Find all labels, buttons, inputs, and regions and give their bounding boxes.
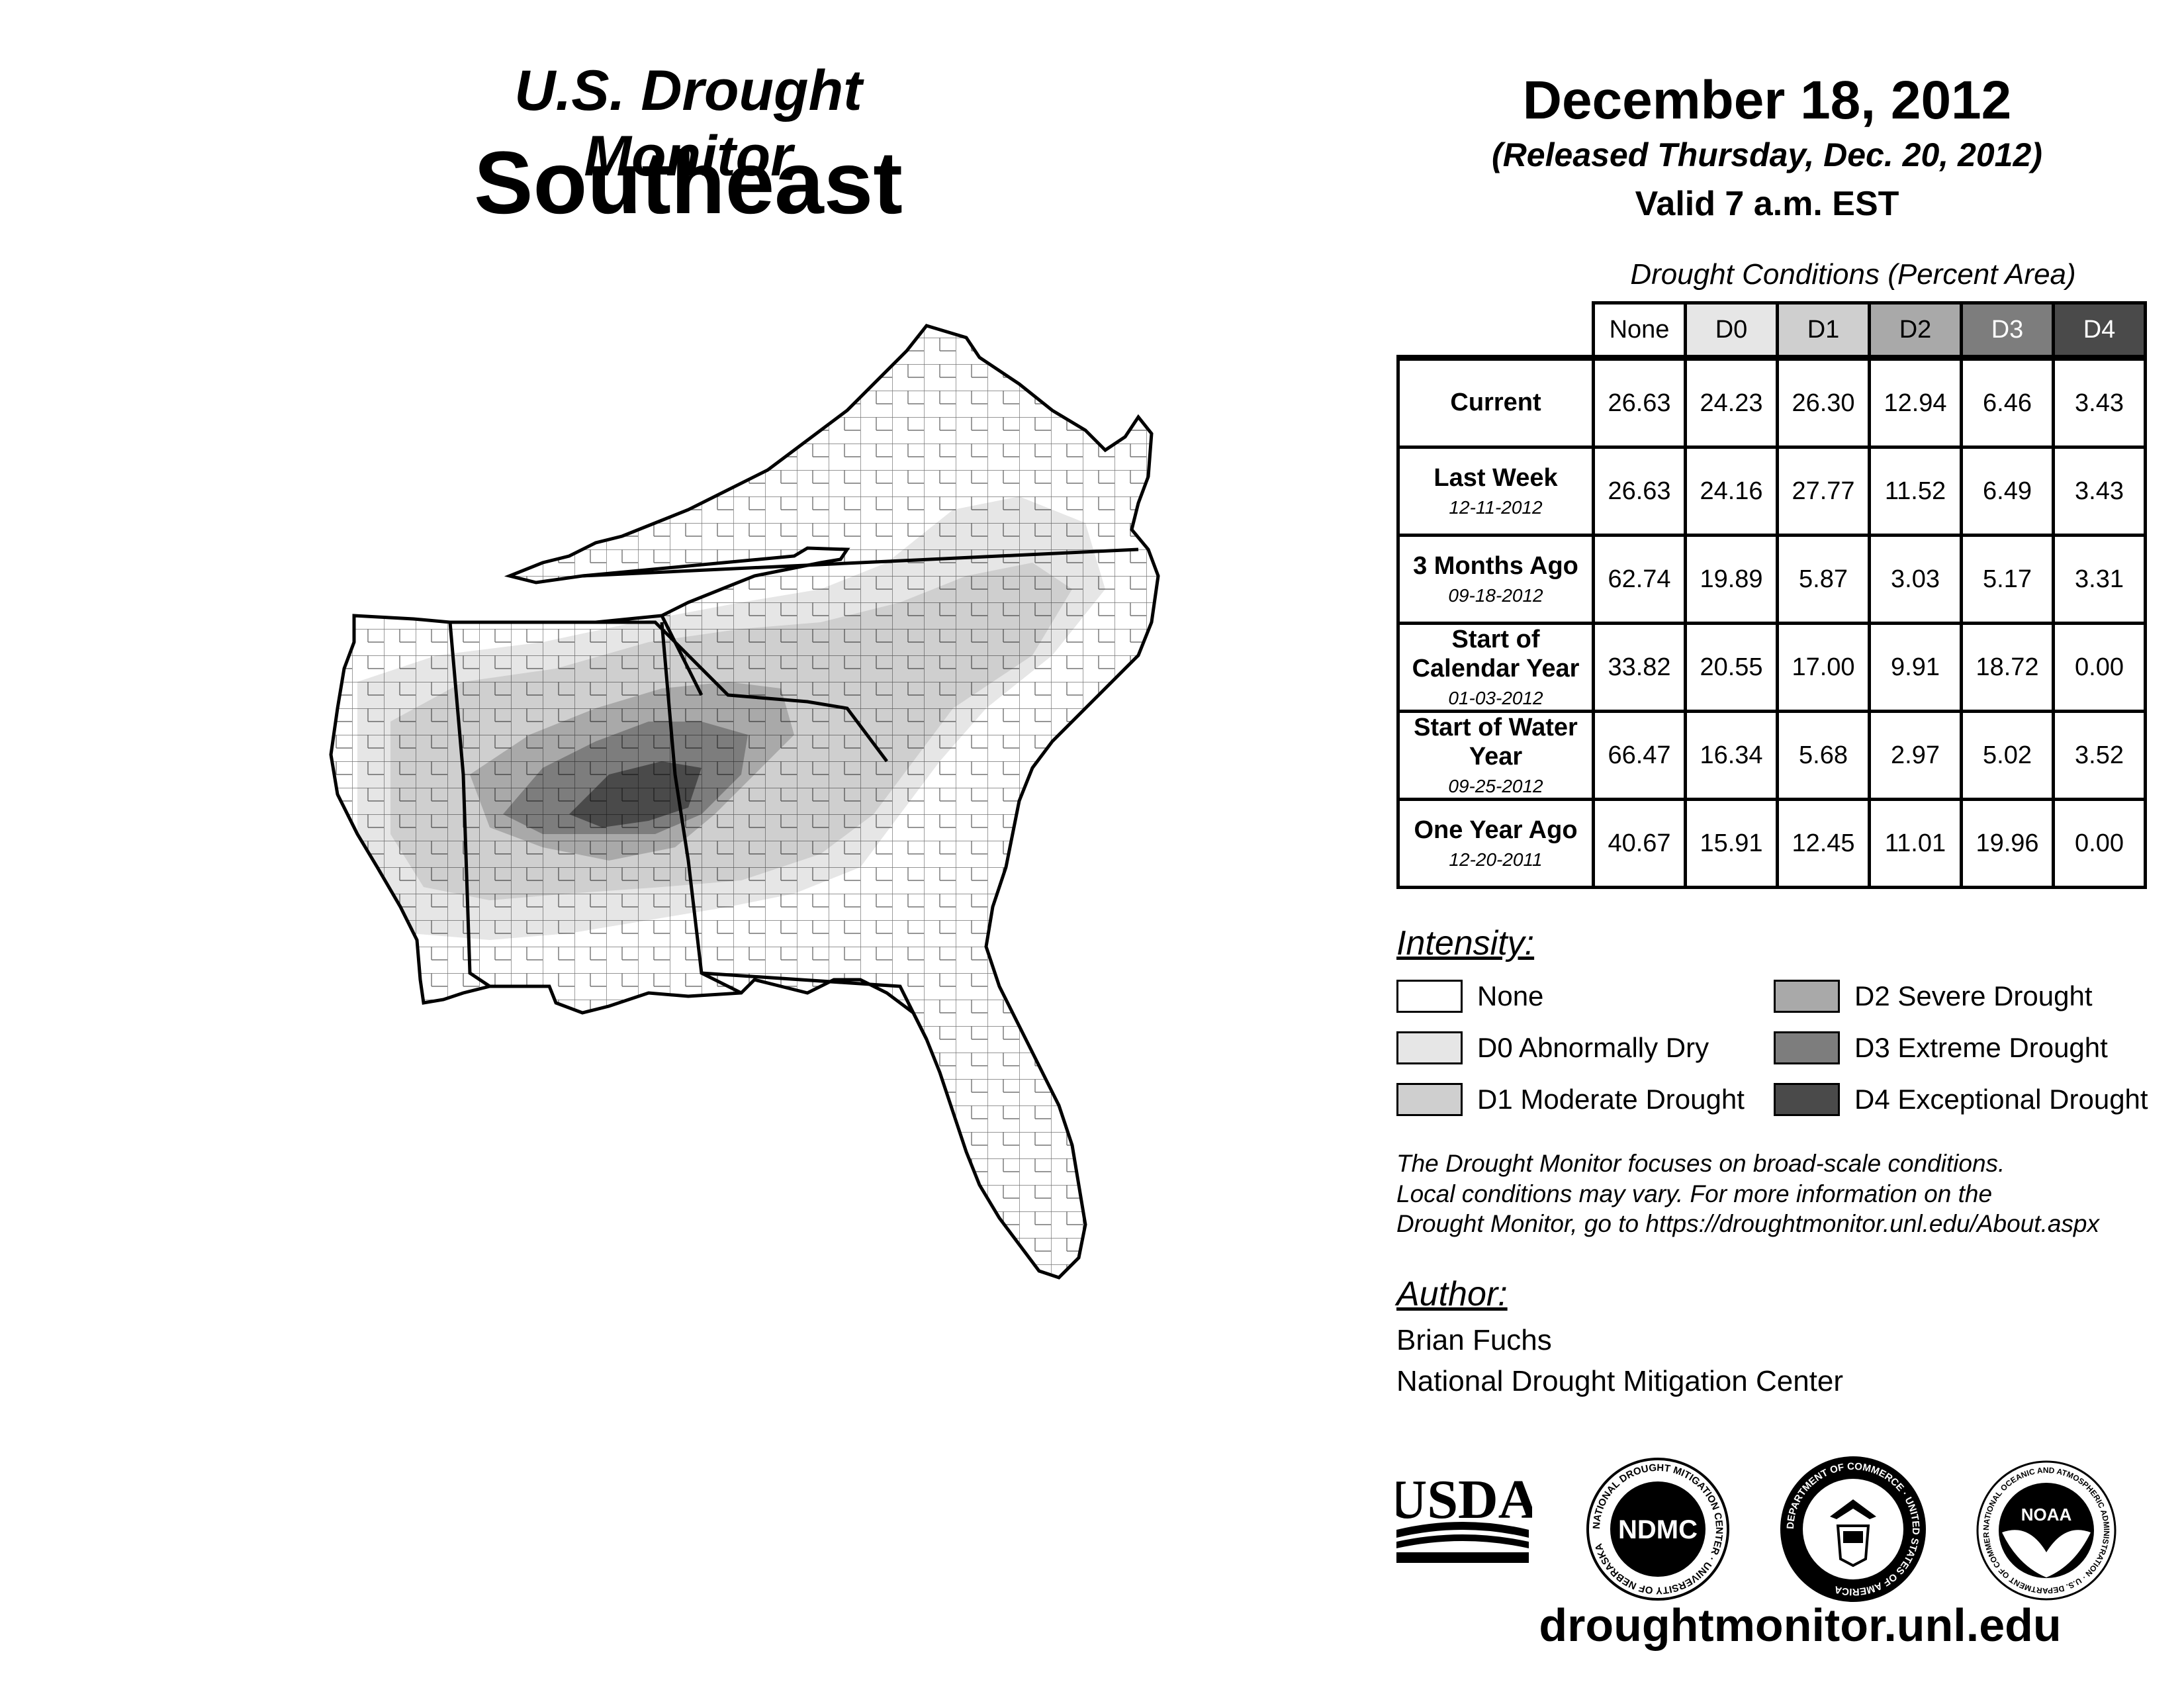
cell: 19.89 <box>1684 534 1779 625</box>
website-link[interactable]: droughtmonitor.unl.edu <box>1539 1599 2062 1651</box>
cell: 24.23 <box>1684 355 1779 449</box>
legend-item-d4: D4 Exceptional Drought <box>1774 1083 2148 1116</box>
row-label: One Year Ago 12-20-2011 <box>1396 798 1595 889</box>
cell: 3.31 <box>2052 534 2147 625</box>
region-title: Southeast <box>474 134 903 232</box>
col-d2: D2 <box>1868 301 1963 359</box>
cell: 66.47 <box>1592 710 1687 801</box>
cell: 11.52 <box>1868 445 1963 537</box>
doc-seal-logo: DEPARTMENT OF COMMERCE · UNITED STATES O… <box>1780 1456 1926 1602</box>
cell: 18.72 <box>1960 622 2055 713</box>
cell: 27.77 <box>1776 445 1871 537</box>
col-d3: D3 <box>1960 301 2055 359</box>
cell: 33.82 <box>1592 622 1687 713</box>
legend-swatch <box>1396 980 1463 1013</box>
table-header-row: None D0 D1 D2 D3 D4 <box>1398 301 2147 359</box>
row-label: 3 Months Ago 09-18-2012 <box>1396 534 1595 625</box>
map-title: U.S. Drought Monitor <box>514 59 862 188</box>
map-date: December 18, 2012 <box>1522 70 2012 130</box>
cell: 6.46 <box>1960 355 2055 449</box>
cell: 0.00 <box>2052 798 2147 889</box>
cell: 16.34 <box>1684 710 1779 801</box>
svg-text:NDMC: NDMC <box>1618 1515 1698 1544</box>
cell: 5.17 <box>1960 534 2055 625</box>
author-title: Author: <box>1396 1275 1508 1313</box>
cell: 12.94 <box>1868 355 1963 449</box>
release-date: (Released Thursday, Dec. 20, 2012) <box>1492 136 2042 173</box>
legend-swatch <box>1774 1031 1840 1064</box>
row-label: Last Week 12-11-2012 <box>1396 445 1595 537</box>
legend-swatch <box>1396 1031 1463 1064</box>
cell: 3.43 <box>2052 355 2147 449</box>
usda-logo: USDA <box>1396 1469 1532 1563</box>
table-caption: Drought Conditions (Percent Area) <box>1630 258 2076 291</box>
table-row: Start of Calendar Year 01-03-2012 33.82 2… <box>1396 622 2147 713</box>
cell: 26.63 <box>1592 355 1687 449</box>
table-row: 3 Months Ago 09-18-2012 62.74 19.89 5.87 … <box>1396 534 2147 625</box>
intensity-title: Intensity: <box>1396 924 1535 962</box>
ndmc-logo: NATIONAL DROUGHT MITIGATION CENTER · UNI… <box>1586 1458 1729 1601</box>
svg-text:NOAA: NOAA <box>2021 1505 2072 1524</box>
svg-text:USDA: USDA <box>1396 1469 1532 1530</box>
cell: 15.91 <box>1684 798 1779 889</box>
row-label: Start of Calendar Year 01-03-2012 <box>1396 622 1595 713</box>
drought-conditions-table: None D0 D1 D2 D3 D4 Current 26.63 24.23 … <box>1396 301 2147 889</box>
table-row: One Year Ago 12-20-2011 40.67 15.91 12.45… <box>1396 798 2147 889</box>
cell: 9.91 <box>1868 622 1963 713</box>
cell: 12.45 <box>1776 798 1871 889</box>
table-row: Start of Water Year 09-25-2012 66.47 16.3… <box>1396 710 2147 801</box>
legend-item-none: None <box>1396 980 1543 1013</box>
col-none: None <box>1592 301 1687 359</box>
cell: 26.63 <box>1592 445 1687 537</box>
cell: 5.87 <box>1776 534 1871 625</box>
cell: 3.03 <box>1868 534 1963 625</box>
cell: 11.01 <box>1868 798 1963 889</box>
cell: 6.49 <box>1960 445 2055 537</box>
legend-swatch <box>1396 1083 1463 1116</box>
table-row: Current 26.63 24.23 26.30 12.94 6.46 3.4… <box>1396 355 2147 449</box>
author-org: National Drought Mitigation Center <box>1396 1365 1844 1397</box>
noaa-logo: NATIONAL OCEANIC AND ATMOSPHERIC ADMINIS… <box>1976 1460 2116 1601</box>
col-d1: D1 <box>1776 301 1871 359</box>
disclaimer-note: The Drought Monitor focuses on broad-sca… <box>1396 1150 2099 1237</box>
col-d4: D4 <box>2052 301 2147 359</box>
legend-swatch <box>1774 1083 1840 1116</box>
cell: 5.68 <box>1776 710 1871 801</box>
legend-item-d2: D2 Severe Drought <box>1774 980 2093 1013</box>
cell: 62.74 <box>1592 534 1687 625</box>
cell: 3.52 <box>2052 710 2147 801</box>
cell: 17.00 <box>1776 622 1871 713</box>
cell: 20.55 <box>1684 622 1779 713</box>
cell: 19.96 <box>1960 798 2055 889</box>
col-d0: D0 <box>1684 301 1779 359</box>
legend-swatch <box>1774 980 1840 1013</box>
legend-item-d3: D3 Extreme Drought <box>1774 1031 2108 1064</box>
row-label: Current <box>1396 355 1595 449</box>
cell: 0.00 <box>2052 622 2147 713</box>
row-label: Start of Water Year 09-25-2012 <box>1396 710 1595 801</box>
cell: 24.16 <box>1684 445 1779 537</box>
table-row: Last Week 12-11-2012 26.63 24.16 27.77 11… <box>1396 445 2147 537</box>
valid-time: Valid 7 a.m. EST <box>1635 185 1899 223</box>
cell: 40.67 <box>1592 798 1687 889</box>
legend-item-d0: D0 Abnormally Dry <box>1396 1031 1709 1064</box>
cell: 2.97 <box>1868 710 1963 801</box>
cell: 3.43 <box>2052 445 2147 537</box>
cell: 26.30 <box>1776 355 1871 449</box>
author-name: Brian Fuchs <box>1396 1324 1552 1356</box>
legend-item-d1: D1 Moderate Drought <box>1396 1083 1745 1116</box>
cell: 5.02 <box>1960 710 2055 801</box>
southeast-drought-map <box>225 311 1178 1622</box>
